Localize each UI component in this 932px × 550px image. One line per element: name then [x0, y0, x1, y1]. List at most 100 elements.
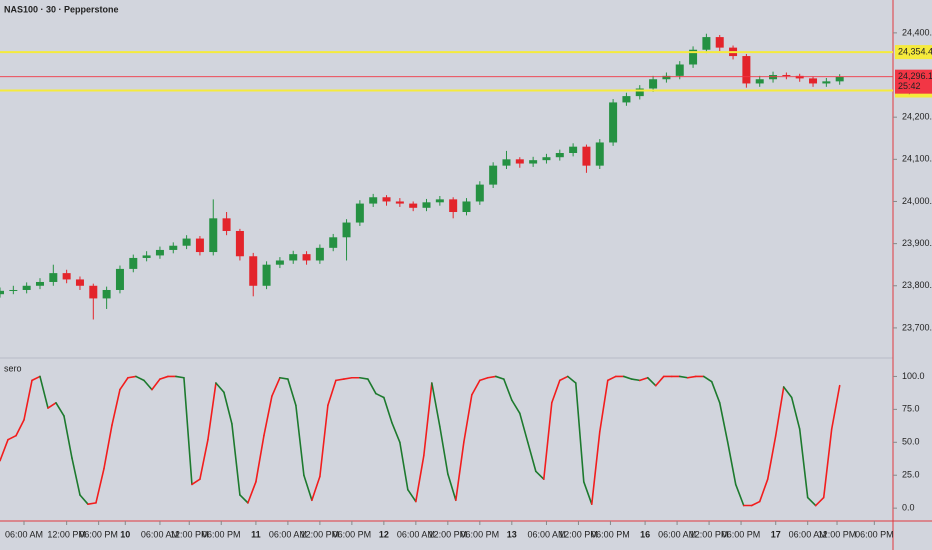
- level-box: [895, 45, 932, 60]
- x-tick-label: 17: [771, 529, 781, 539]
- x-tick-label: 13: [507, 529, 517, 539]
- oscillator-segment: [87, 502, 97, 505]
- candle-body: [409, 203, 418, 208]
- candle-body: [835, 76, 844, 82]
- oscillator-segment: [487, 375, 497, 379]
- oscillator-segment: [367, 378, 377, 395]
- oscillator-segment: [638, 376, 649, 382]
- oscillator-segment: [503, 378, 513, 401]
- candle-body: [75, 279, 84, 286]
- candle-body: [35, 281, 44, 286]
- candle-body: [129, 257, 138, 269]
- oscillator-segment: [151, 378, 161, 391]
- candle-body: [462, 201, 471, 213]
- oscillator-segment: [431, 382, 441, 428]
- x-tick-label: 12: [379, 529, 389, 539]
- oscillator-segment: [247, 481, 257, 504]
- oscillator-segment: [511, 399, 521, 415]
- oscillator-segment: [455, 441, 465, 502]
- oscillator-segment: [654, 375, 665, 387]
- candle-body: [382, 197, 391, 202]
- y-tick-label: 23,700.0: [902, 322, 932, 332]
- x-tick-label: 12:00 PM: [301, 529, 340, 539]
- candle-body: [635, 88, 644, 97]
- candle-body: [742, 56, 751, 84]
- oscillator-segment: [710, 380, 721, 404]
- candle-body: [622, 96, 631, 103]
- oscillator-segment: [55, 401, 65, 417]
- candle-body: [702, 37, 711, 50]
- x-tick-label: 06:00 AM: [141, 529, 179, 539]
- oscillator-segment: [630, 378, 641, 382]
- candle-body: [22, 285, 31, 290]
- oscillator-segment: [407, 488, 417, 503]
- oscillator-segment: [479, 376, 489, 382]
- x-tick-label: 12:00 PM: [47, 529, 86, 539]
- oscillator-segment: [223, 391, 233, 425]
- candle-body: [449, 199, 458, 213]
- oscillator-segment: [127, 375, 137, 379]
- candle-body: [235, 230, 244, 257]
- candle-body: [515, 159, 524, 164]
- oscillator-segment: [423, 382, 433, 457]
- candle-body: [555, 153, 564, 158]
- x-tick-label: 06:00 AM: [397, 529, 435, 539]
- oscillator-segment: [319, 404, 329, 478]
- oscillator-segment: [622, 375, 633, 380]
- oscillator-segment: [263, 395, 273, 437]
- oscillator-segment: [806, 496, 817, 507]
- x-tick-label: 12:00 PM: [559, 529, 598, 539]
- candle-body: [715, 37, 724, 48]
- oscillator-segment: [191, 478, 201, 486]
- candle-body: [155, 249, 164, 256]
- candle-body: [209, 218, 218, 253]
- oscillator-segment: [279, 376, 289, 380]
- x-tick-label: 10: [120, 529, 130, 539]
- x-tick-label: 06:00 PM: [722, 529, 761, 539]
- candle-body: [489, 165, 498, 185]
- oscillator-segment: [574, 382, 585, 483]
- candle-body: [582, 146, 591, 166]
- candle-body: [315, 247, 324, 261]
- oscillator-segment: [495, 375, 505, 380]
- oscillator-segment: [215, 382, 225, 394]
- oscillator-segment: [678, 375, 689, 379]
- oscillator-segment: [606, 375, 617, 382]
- x-tick-label: 06:00 AM: [658, 529, 696, 539]
- x-tick-label: 12:00 PM: [690, 529, 729, 539]
- oscillator-segment: [766, 434, 777, 480]
- oscillator-segment: [447, 473, 457, 502]
- y-tick-label: 100.0: [902, 371, 925, 381]
- oscillator-segment: [7, 434, 17, 441]
- oscillator-segment: [359, 376, 369, 380]
- oscillator-segment: [143, 379, 153, 391]
- oscillator-segment: [71, 457, 81, 496]
- oscillator-segment: [566, 375, 577, 384]
- candle-body: [609, 102, 618, 143]
- oscillator-segment: [542, 401, 553, 480]
- candle-body: [689, 49, 698, 65]
- oscillator-segment: [790, 396, 801, 430]
- oscillator-segment: [39, 375, 49, 409]
- y-tick-label: 75.0: [902, 404, 920, 414]
- oscillator-segment: [646, 376, 657, 387]
- y-tick-label: 23,900.0: [902, 238, 932, 248]
- oscillator-segment: [527, 441, 537, 473]
- candle-body: [302, 254, 311, 261]
- y-tick-label: 24,400.0: [902, 27, 932, 37]
- candle-body: [529, 160, 538, 164]
- oscillator-segment: [47, 401, 57, 409]
- oscillator-segment: [15, 419, 25, 437]
- oscillator-segment: [822, 428, 833, 499]
- x-tick-label: 06:00 PM: [202, 529, 241, 539]
- y-tick-label: 24,000.0: [902, 196, 932, 206]
- x-tick-label: 06:00 PM: [855, 529, 894, 539]
- oscillator-segment: [734, 483, 745, 507]
- oscillator-segment: [343, 376, 353, 380]
- oscillator-segment: [0, 438, 9, 462]
- candle-body: [675, 64, 684, 76]
- candle-body: [0, 290, 4, 295]
- candle-body: [435, 199, 444, 203]
- oscillator-segment: [311, 475, 321, 502]
